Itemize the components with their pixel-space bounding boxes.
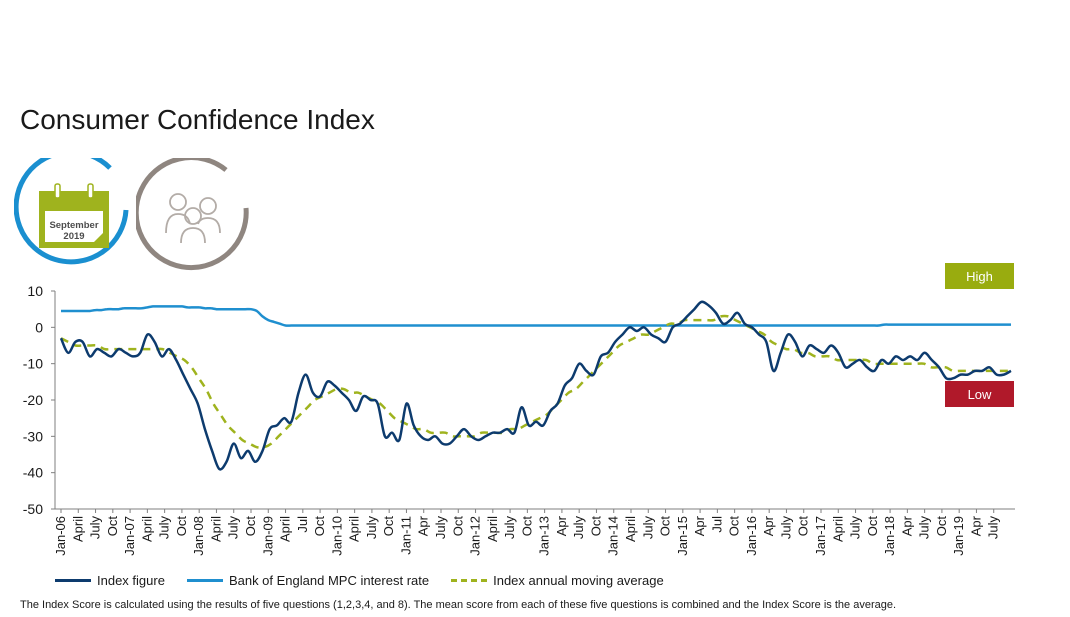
x-tick-label: Jan-13: [537, 516, 552, 556]
legend-item-index: Index figure: [55, 573, 165, 588]
x-tick-label: Oct: [934, 516, 949, 537]
x-tick-label: Jan-19: [951, 516, 966, 556]
x-tick-label: Jan-14: [606, 516, 621, 556]
low-marker: Low: [945, 381, 1014, 407]
people-badge: [136, 158, 249, 271]
x-tick-label: Oct: [658, 516, 673, 537]
x-tick-label: April: [830, 516, 845, 542]
y-tick-label: 0: [35, 319, 43, 335]
x-tick-label: April: [278, 516, 293, 542]
x-tick-label: July: [502, 516, 517, 540]
x-tick-label: July: [571, 516, 586, 540]
x-tick-label: Apr: [416, 515, 431, 536]
x-tick-label: Jan-15: [675, 516, 690, 556]
x-tick-label: Jan-12: [468, 516, 483, 556]
x-tick-label: Oct: [243, 516, 258, 537]
y-tick-label: -20: [23, 392, 43, 408]
x-tick-label: July: [778, 516, 793, 540]
x-tick-label: July: [364, 516, 379, 540]
y-tick-label: -10: [23, 356, 43, 372]
x-tick-label: April: [485, 516, 500, 542]
x-tick-label: July: [848, 516, 863, 540]
x-tick-label: July: [917, 516, 932, 540]
x-tick-label: Oct: [519, 516, 534, 537]
x-tick-label: Jan-07: [122, 516, 137, 556]
high-marker: High: [945, 263, 1014, 289]
x-tick-label: Oct: [727, 516, 742, 537]
calendar-badge: September 2019: [14, 158, 129, 265]
y-tick-label: -30: [23, 428, 43, 444]
legend-label: Bank of England MPC interest rate: [228, 573, 430, 588]
calendar-icon: [39, 183, 109, 248]
x-tick-label: Oct: [450, 516, 465, 537]
x-tick-label: April: [623, 516, 638, 542]
plot-area: [59, 300, 1012, 471]
x-tick-label: Jan-11: [398, 516, 413, 555]
x-tick-label: Apr: [761, 515, 776, 536]
badge-year: 2019: [63, 231, 84, 242]
legend-label: Index figure: [97, 573, 165, 588]
y-tick-label: 10: [27, 283, 43, 299]
x-tick-label: July: [226, 516, 241, 540]
y-tick-label: -50: [23, 501, 43, 517]
legend-item-interest: Bank of England MPC interest rate: [186, 573, 430, 588]
x-tick-label: Oct: [174, 516, 189, 537]
x-tick-label: Jan-06: [53, 516, 68, 556]
x-tick-label: Jan-18: [882, 516, 897, 556]
x-tick-label: July: [986, 516, 1001, 540]
x-tick-label: April: [139, 516, 154, 542]
legend-item-moving-average: Index annual moving average: [451, 573, 664, 588]
x-tick-label: Apr: [692, 515, 707, 536]
x-tick-label: July: [88, 516, 103, 540]
x-tick-label: Oct: [865, 516, 880, 537]
series-interest-rate: [61, 305, 1011, 327]
x-tick-label: July: [433, 516, 448, 540]
legend-label: Index annual moving average: [493, 573, 664, 588]
x-tick-label: April: [347, 516, 362, 542]
x-tick-label: Jan-10: [329, 516, 344, 556]
x-tick-label: Jan-09: [260, 516, 275, 556]
x-tick-label: Jan-08: [191, 516, 206, 556]
x-tick-label: Oct: [588, 516, 603, 537]
x-tick-label: Apr: [554, 515, 569, 536]
x-tick-label: Oct: [796, 516, 811, 537]
x-tick-label: July: [157, 516, 172, 540]
x-tick-label: April: [70, 516, 85, 542]
x-tick-label: Jul: [295, 516, 310, 533]
footnote: The Index Score is calculated using the …: [20, 599, 897, 611]
series-moving-average: [60, 314, 1011, 449]
x-tick-label: Oct: [381, 516, 396, 537]
badge-month: September: [49, 220, 98, 231]
x-tick-label: Oct: [105, 516, 120, 537]
chart-title: Consumer Confidence Index: [20, 104, 375, 135]
people-icon: [165, 193, 221, 244]
y-tick-label: -40: [23, 465, 43, 481]
x-tick-label: Oct: [312, 516, 327, 537]
x-tick-label: Jan-16: [744, 516, 759, 556]
x-tick-label: Jul: [709, 516, 724, 533]
x-tick-label: July: [640, 516, 655, 540]
legend: Index figure Bank of England MPC interes…: [55, 573, 686, 588]
x-tick-label: Apr: [899, 515, 914, 536]
x-tick-label: Apr: [968, 515, 983, 536]
series-index-figure: [59, 300, 1012, 471]
x-tick-label: Jan-17: [813, 516, 828, 556]
x-tick-label: April: [208, 516, 223, 542]
